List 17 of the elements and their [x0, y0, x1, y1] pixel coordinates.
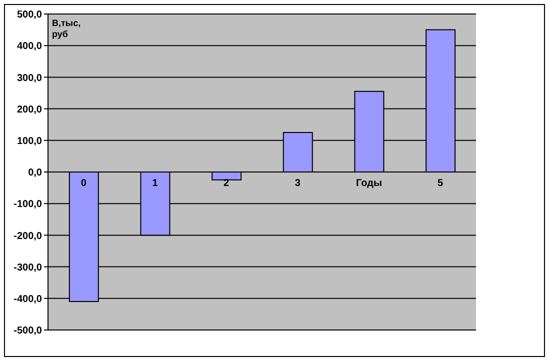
y-tick-label: -400,0: [14, 294, 42, 305]
x-tick-label: 1: [152, 178, 158, 189]
y-tick-label: -100,0: [14, 199, 42, 210]
y-tick-label: -500,0: [14, 326, 42, 337]
y-tick-label: 100,0: [16, 136, 42, 147]
y-tick-label: 500,0: [16, 10, 42, 21]
y-tick-label: 200,0: [16, 104, 42, 116]
x-tick-label: 5: [438, 178, 444, 189]
y-tick-label: -200,0: [14, 230, 42, 242]
y-tick-label: -300,0: [14, 262, 42, 274]
y-tick-label: 300,0: [16, 72, 42, 84]
y-tick-label: 0,0: [28, 168, 42, 179]
y-tick-label: 400,0: [16, 41, 42, 52]
y-axis-title: В,тыс, руб: [52, 18, 81, 39]
x-tick-label: 0: [80, 178, 87, 189]
x-tick-label: 3: [294, 178, 301, 189]
x-axis-title: Годы: [356, 178, 382, 189]
